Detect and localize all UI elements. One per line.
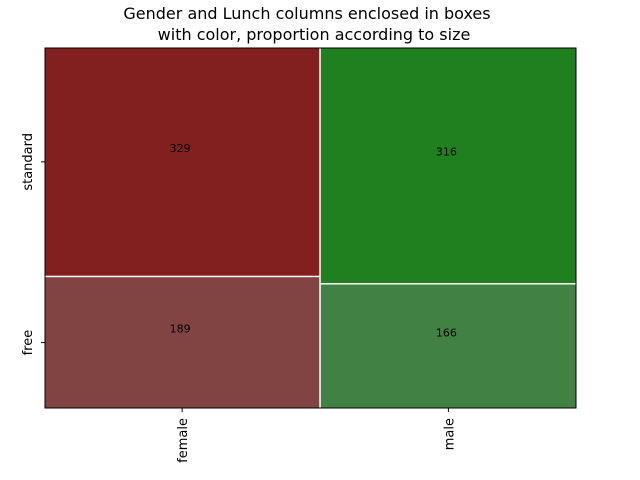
axis-ticks: female male free standard — [21, 133, 457, 463]
chart-title-line-2: with color, proportion according to size — [158, 25, 471, 44]
y-tick-label-free: free — [21, 330, 36, 356]
cell-female-standard — [45, 48, 320, 276]
cell-label-female-free: 189 — [170, 323, 191, 336]
x-tick-label-female: female — [176, 418, 191, 463]
mosaic-cells: 189 329 166 316 — [45, 48, 576, 408]
cell-label-female-standard: 329 — [170, 142, 191, 155]
cell-male-free — [320, 284, 576, 408]
y-tick-label-standard: standard — [21, 133, 36, 191]
plot-frame — [44, 47, 577, 409]
cell-label-male-standard: 316 — [436, 146, 457, 159]
cell-label-male-free: 166 — [436, 326, 457, 339]
cell-female-free — [45, 277, 320, 408]
chart-title-line-1: Gender and Lunch columns enclosed in box… — [123, 4, 490, 23]
x-tick-label-male: male — [442, 418, 457, 450]
cell-male-standard — [320, 48, 576, 284]
